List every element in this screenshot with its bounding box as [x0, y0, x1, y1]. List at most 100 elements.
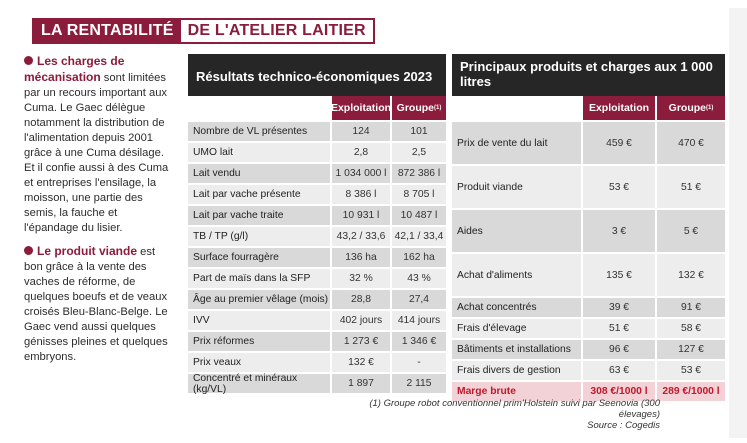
- row-value-groupe: 51 €: [655, 166, 725, 208]
- col-header-groupe-label: Groupe: [396, 102, 434, 114]
- row-value-exploitation: 96 €: [581, 340, 655, 359]
- table-row: Prix réformes 1 273 €1 346 €: [188, 330, 446, 351]
- table-row: Produit viande 53 €51 €: [452, 164, 725, 208]
- row-value-exploitation: 1 273 €: [330, 332, 390, 351]
- row-value-groupe: 289 €/1000 l: [655, 382, 725, 401]
- row-value-groupe: 53 €: [655, 361, 725, 380]
- row-value-groupe: 27,4: [390, 290, 446, 309]
- table-row: Bâtiments et installations 96 €127 €: [452, 338, 725, 359]
- col-header-groupe-label: Groupe: [668, 102, 706, 114]
- row-value-exploitation: 1 034 000 l: [330, 164, 390, 183]
- row-label: Part de maïs dans la SFP: [188, 269, 330, 288]
- row-value-exploitation: 308 €/1000 l: [581, 382, 655, 401]
- row-value-groupe: 91 €: [655, 298, 725, 317]
- table-row: Frais divers de gestion 63 €53 €: [452, 359, 725, 380]
- row-value-exploitation: 32 %: [330, 269, 390, 288]
- table-row: Lait par vache traite 10 931 l 10 487 l: [188, 204, 446, 225]
- row-value-exploitation: 135 €: [581, 254, 655, 296]
- row-label: UMO lait: [188, 143, 330, 162]
- row-label: Âge au premier vêlage (mois): [188, 290, 330, 309]
- row-value-groupe: 162 ha: [390, 248, 446, 267]
- row-value-exploitation: 43,2 / 33,6: [330, 227, 390, 246]
- row-label: Prix veaux: [188, 353, 330, 372]
- table-row: UMO lait 2,8 2,5: [188, 141, 446, 162]
- row-value-exploitation: 39 €: [581, 298, 655, 317]
- footnote: (1) Groupe robot conventionnel prim'Hols…: [330, 398, 660, 431]
- paragraph-viande: Le produit viande est bon grâce à la ven…: [24, 244, 174, 365]
- row-label: Marge brute: [452, 382, 581, 401]
- row-value-groupe: 470 €: [655, 122, 725, 164]
- results-table-header: Exploitation Groupe (1): [188, 96, 446, 120]
- col-header-groupe: Groupe (1): [655, 96, 725, 120]
- left-text-column: Les charges de mécanisation sont limitée…: [24, 54, 174, 373]
- row-value-exploitation: 28,8: [330, 290, 390, 309]
- row-label: Lait vendu: [188, 164, 330, 183]
- col-header-exploitation: Exploitation: [330, 96, 391, 120]
- table-row: Prix veaux 132 € -: [188, 351, 446, 372]
- results-table-body: Nombre de VL présentes 124 101 UMO lait 2,8 2…: [188, 120, 446, 395]
- title-part-1: LA RENTABILITÉ: [34, 20, 181, 42]
- products-table-title: Principaux produits et charges aux 1 000…: [452, 54, 725, 96]
- products-table-body: Prix de vente du lait 459 €470 € Produit v…: [452, 120, 725, 401]
- row-value-groupe: 101: [390, 122, 446, 141]
- row-label: Lait par vache présente: [188, 185, 330, 204]
- table-row: IVV 402 jours 414 jours: [188, 309, 446, 330]
- footnote-source: Source : Cogedis: [587, 420, 660, 431]
- row-value-groupe: 2 115: [390, 374, 446, 393]
- paragraph-body: sont limitées par un recours important a…: [24, 72, 169, 234]
- table-row: Aides 3 €5 €: [452, 208, 725, 252]
- paragraph-body: est bon grâce à la vente des vaches de r…: [24, 246, 168, 363]
- row-label: IVV: [188, 311, 330, 330]
- row-value-exploitation: 63 €: [581, 361, 655, 380]
- title-part-2: DE L'ATELIER LAITIER: [180, 20, 373, 42]
- table-row: Lait vendu 1 034 000 l 872 386 l: [188, 162, 446, 183]
- row-value-exploitation: 2,8: [330, 143, 390, 162]
- products-table-header: Exploitation Groupe (1): [452, 96, 725, 120]
- products-charges-table: Principaux produits et charges aux 1 000…: [452, 54, 725, 401]
- row-value-groupe: -: [390, 353, 446, 372]
- table-row: Achat concentrés 39 €91 €: [452, 296, 725, 317]
- row-value-exploitation: 1 897: [330, 374, 390, 393]
- row-value-groupe: 1 346 €: [390, 332, 446, 351]
- paragraph-lead: Le produit viande: [37, 244, 138, 258]
- row-value-groupe: 43 %: [390, 269, 446, 288]
- row-label: TB / TP (g/l): [188, 227, 330, 246]
- bullet-dot-icon: [24, 246, 33, 255]
- row-label: Achat concentrés: [452, 298, 581, 317]
- bullet-dot-icon: [24, 56, 33, 65]
- table-row: Prix de vente du lait 459 €470 €: [452, 120, 725, 164]
- row-value-groupe: 2,5: [390, 143, 446, 162]
- table-row: Surface fourragère 136 ha 162 ha: [188, 246, 446, 267]
- paragraph-lead: Les charges de mécanisation: [24, 54, 125, 84]
- row-value-exploitation: 459 €: [581, 122, 655, 164]
- row-label: Prix réformes: [188, 332, 330, 351]
- table-row: TB / TP (g/l) 43,2 / 33,6 42,1 / 33,4: [188, 225, 446, 246]
- section-title-banner: LA RENTABILITÉ DE L'ATELIER LAITIER: [32, 18, 375, 44]
- row-value-exploitation: 124: [330, 122, 390, 141]
- footnote-marker: (1): [434, 105, 442, 111]
- row-value-exploitation: 132 €: [330, 353, 390, 372]
- row-value-exploitation: 8 386 l: [330, 185, 390, 204]
- col-header-exploitation: Exploitation: [581, 96, 655, 120]
- table-row: Âge au premier vêlage (mois) 28,8 27,4: [188, 288, 446, 309]
- row-value-exploitation: 3 €: [581, 210, 655, 252]
- row-value-exploitation: 53 €: [581, 166, 655, 208]
- page-edge-strip: [729, 8, 747, 438]
- row-value-groupe: 127 €: [655, 340, 725, 359]
- header-spacer: [452, 96, 581, 120]
- row-label: Frais divers de gestion: [452, 361, 581, 380]
- row-label: Surface fourragère: [188, 248, 330, 267]
- footnote-line-1: (1) Groupe robot conventionnel prim'Hols…: [369, 398, 660, 420]
- row-label: Concentré et minéraux (kg/VL): [188, 373, 330, 395]
- col-header-groupe: Groupe (1): [390, 96, 446, 120]
- results-table: Résultats technico-économiques 2023 Expl…: [188, 54, 446, 395]
- row-value-groupe: 42,1 / 33,4: [390, 227, 446, 246]
- row-label: Produit viande: [452, 166, 581, 208]
- row-value-exploitation: 10 931 l: [330, 206, 390, 225]
- table-row: Concentré et minéraux (kg/VL) 1 897 2 115: [188, 372, 446, 395]
- footnote-marker: (1): [706, 105, 714, 111]
- header-spacer: [188, 96, 330, 120]
- row-label: Frais d'élevage: [452, 319, 581, 338]
- row-label: Prix de vente du lait: [452, 122, 581, 164]
